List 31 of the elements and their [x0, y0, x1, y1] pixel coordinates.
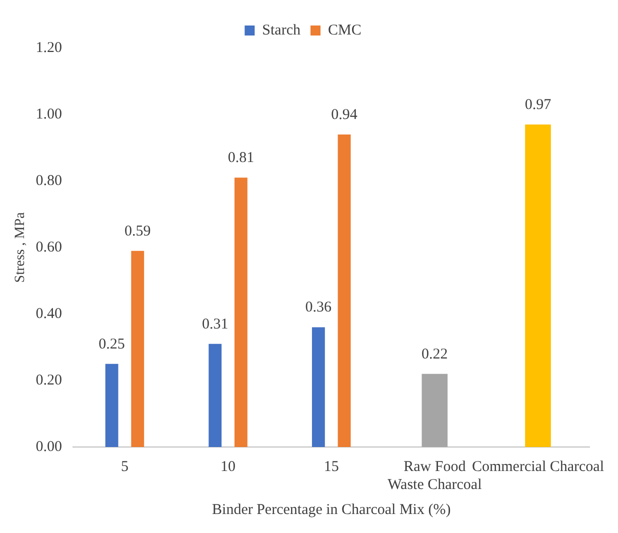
- bar: [338, 134, 351, 447]
- y-tick-label: 0.40: [36, 306, 62, 322]
- bar: [525, 124, 551, 447]
- bar: [234, 178, 248, 447]
- bar: [208, 344, 222, 447]
- data-label: 0.36: [305, 300, 332, 316]
- x-tick-label: 5: [120, 458, 128, 475]
- bar: [312, 327, 325, 447]
- x-axis-title: Binder Percentage in Charcoal Mix (%): [212, 502, 451, 518]
- y-tick-label: 1.20: [36, 40, 62, 56]
- y-tick-label: 1.00: [36, 106, 62, 122]
- x-tick-label: 15: [324, 458, 339, 475]
- data-label: 0.97: [524, 96, 552, 113]
- data-label: 0.94: [331, 106, 358, 123]
- bar: [131, 250, 144, 447]
- bar: [422, 374, 448, 447]
- y-axis-title: Stress , MPa: [13, 212, 28, 283]
- data-label: 0.31: [202, 316, 228, 332]
- bar: [105, 364, 118, 447]
- data-label: 0.59: [124, 223, 151, 240]
- y-tick-label: 0.60: [36, 239, 62, 256]
- data-label: 0.22: [422, 346, 448, 362]
- data-label: 0.25: [98, 336, 125, 352]
- data-label: 0.81: [228, 150, 254, 166]
- x-tick-label: 10: [220, 458, 236, 475]
- y-tick-label: 0.80: [36, 172, 62, 189]
- y-tick-label: 0.20: [36, 372, 62, 388]
- legend-label: CMC: [328, 22, 362, 38]
- x-tick-label: Commercial Charcoal: [472, 458, 604, 475]
- legend-label: Starch: [262, 22, 301, 38]
- y-tick-label: 0.00: [36, 438, 62, 455]
